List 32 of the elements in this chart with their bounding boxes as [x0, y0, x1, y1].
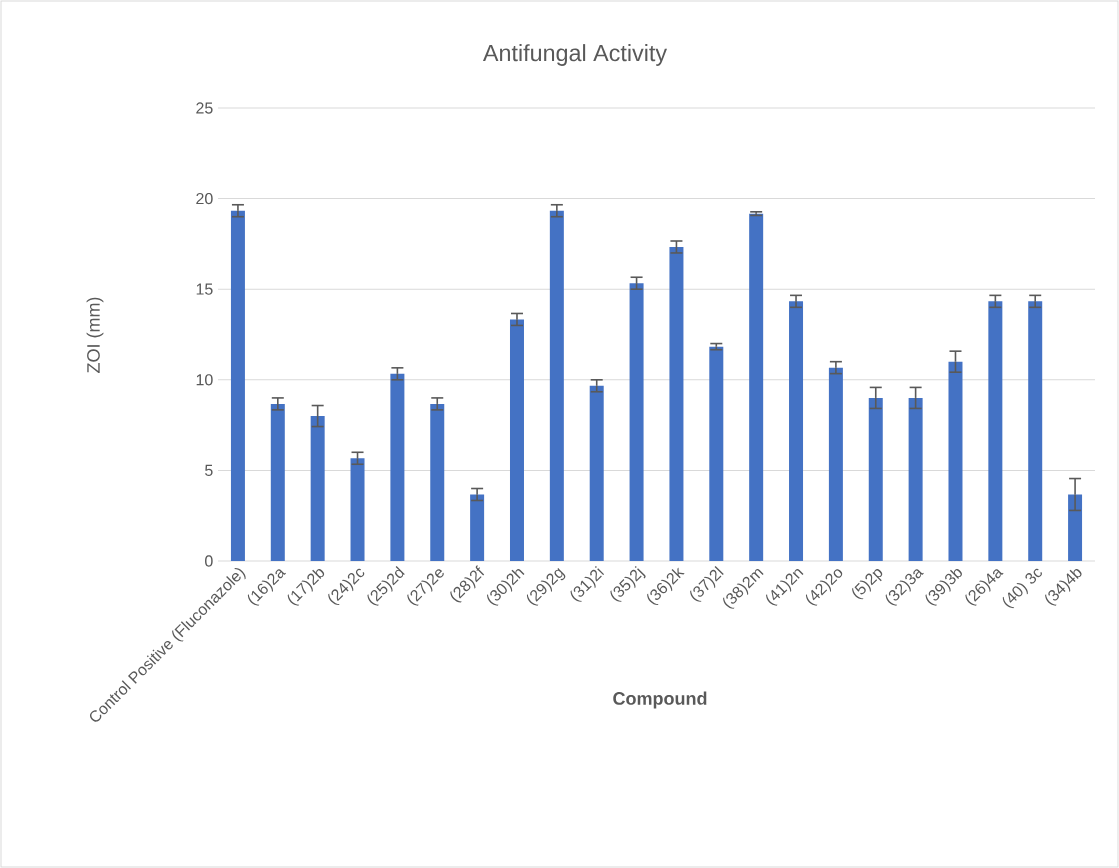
bar [908, 397, 923, 561]
bar [270, 403, 285, 561]
bar [789, 301, 804, 561]
bar [828, 367, 843, 561]
bar [988, 301, 1003, 561]
chart-title: Antifungal Activity [482, 44, 668, 66]
bar [549, 210, 564, 561]
bar [1028, 301, 1043, 561]
bar [1068, 494, 1083, 561]
bar [509, 319, 524, 561]
bar [749, 213, 764, 561]
bar [430, 403, 445, 561]
x-tick-label: (40) 3c [1002, 568, 1042, 609]
bar [310, 416, 325, 561]
bar [868, 397, 883, 561]
y-tick-label: 10 [196, 374, 213, 386]
y-tick-label: 20 [196, 192, 213, 205]
bar [470, 494, 485, 561]
y-tick-label: 25 [196, 102, 213, 114]
bar [629, 283, 644, 561]
y-tick-label: 15 [196, 283, 213, 295]
bar [230, 210, 245, 561]
bar [709, 346, 724, 561]
bar [390, 373, 405, 561]
bar [948, 361, 963, 561]
y-axis-title: ZOI (mm) [86, 297, 104, 373]
bar [350, 458, 365, 561]
y-tick-label: 0 [205, 555, 213, 567]
y-tick-label: 5 [205, 464, 213, 476]
x-axis-title: Compound [613, 691, 707, 709]
bar [589, 385, 604, 561]
bar [669, 246, 684, 561]
